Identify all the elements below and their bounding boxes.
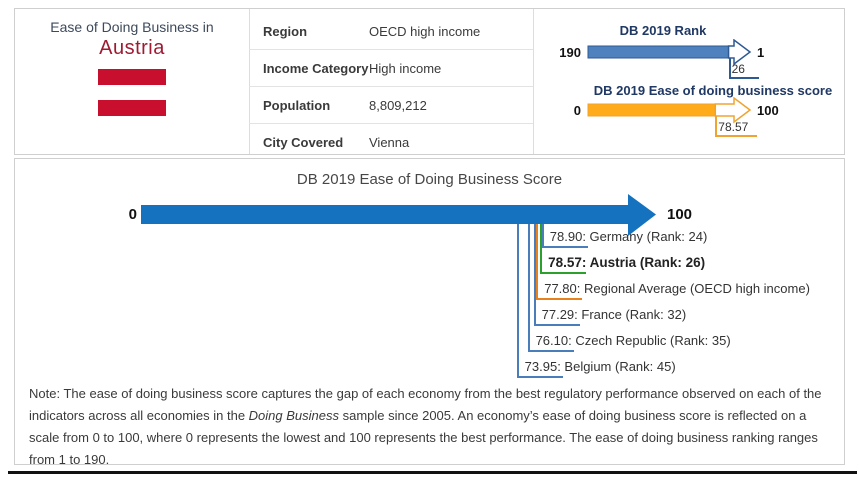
main-panel: DB 2019 Ease of Doing Business Score 0 1… <box>14 158 845 467</box>
score-axis-max: 100 <box>757 103 779 118</box>
score-label-france: 77.29: France (Rank: 32) <box>541 307 687 322</box>
score-axis-min: 0 <box>573 103 581 118</box>
table-row-population: Population 8,809,212 <box>249 87 533 124</box>
flag-stripe-middle <box>98 85 166 100</box>
score-arrow-chart <box>587 97 752 124</box>
main-axis-max: 100 <box>667 206 693 223</box>
population-value: 8,809,212 <box>369 97 427 113</box>
bottom-rule <box>8 471 857 474</box>
score-label-belgium: 73.95: Belgium (Rank: 45) <box>524 359 676 374</box>
leader-underline <box>536 298 583 300</box>
rank-arrowhead-icon <box>727 39 752 66</box>
income-label: Income Category <box>263 60 369 76</box>
score-label-czech-republic: 76.10: Czech Republic (Rank: 35) <box>535 333 731 348</box>
main-chart-title: DB 2019 Ease of Doing Business Score <box>296 171 563 188</box>
austria-flag <box>98 69 166 116</box>
main-arrow-shape <box>141 194 656 236</box>
facts-table: Region OECD high income Income Category … <box>249 13 533 160</box>
rank-axis-max: 1 <box>757 45 765 60</box>
leader-line-austria <box>540 224 543 272</box>
leader-line-czech-republic <box>527 224 530 350</box>
table-row-income: Income Category High income <box>249 50 533 87</box>
score-label-austria: 78.57: Austria (Rank: 26) <box>548 255 706 270</box>
rank-value: 26 <box>731 62 745 76</box>
page-title: Ease of Doing Business in <box>50 19 214 35</box>
region-label: Region <box>263 23 308 39</box>
note-text: Note: The ease of doing business score c… <box>29 386 822 468</box>
rank-bar-fill <box>587 45 730 59</box>
score-marker-line <box>715 116 718 135</box>
leader-underline <box>527 350 574 352</box>
score-label-regional-average-oecd-high-income-: 77.80: Regional Average (OECD high incom… <box>544 281 810 296</box>
leader-underline <box>516 376 563 378</box>
leader-line-belgium <box>516 224 519 376</box>
income-value: High income <box>369 60 442 76</box>
leader-underline <box>533 324 580 326</box>
flag-stripe-top <box>98 69 166 85</box>
leader-line-germany <box>541 224 544 246</box>
leader-line-regional-average-oecd-high-income- <box>536 224 539 298</box>
divider-1 <box>249 9 250 154</box>
table-row-city: City Covered Vienna <box>249 124 533 160</box>
country-name: Austria <box>99 37 165 59</box>
score-marker-underline <box>715 135 758 137</box>
top-panel: Ease of Doing Business in Austria Region… <box>14 8 845 155</box>
city-value: Vienna <box>369 134 410 150</box>
main-axis-min: 0 <box>128 206 137 223</box>
score-label-germany: 78.90: Germany (Rank: 24) <box>549 229 708 244</box>
city-label: City Covered <box>263 134 344 150</box>
rank-marker-underline <box>728 77 759 79</box>
score-value: 78.57 <box>718 120 749 134</box>
score-chart-title: DB 2019 Ease of doing business score <box>593 83 833 98</box>
mini-charts-panel: DB 2019 Rank 190 1 26 DB 2019 Ease of do… <box>533 9 846 154</box>
population-label: Population <box>263 97 331 113</box>
rank-axis-min: 190 <box>559 45 581 60</box>
score-arrowhead-icon <box>714 97 752 124</box>
region-value: OECD high income <box>369 23 481 39</box>
table-row-region: Region OECD high income <box>249 13 533 50</box>
score-bar-fill <box>587 103 716 117</box>
leader-underline <box>541 246 588 248</box>
main-score-arrow <box>141 194 656 236</box>
rank-chart-title: DB 2019 Rank <box>619 23 707 38</box>
divider-2 <box>533 9 534 154</box>
leader-line-france <box>533 224 536 324</box>
rank-marker-line <box>728 58 731 77</box>
leader-underline <box>540 272 587 274</box>
country-panel: Ease of Doing Business in Austria <box>15 9 249 154</box>
flag-stripe-bottom <box>98 100 166 116</box>
